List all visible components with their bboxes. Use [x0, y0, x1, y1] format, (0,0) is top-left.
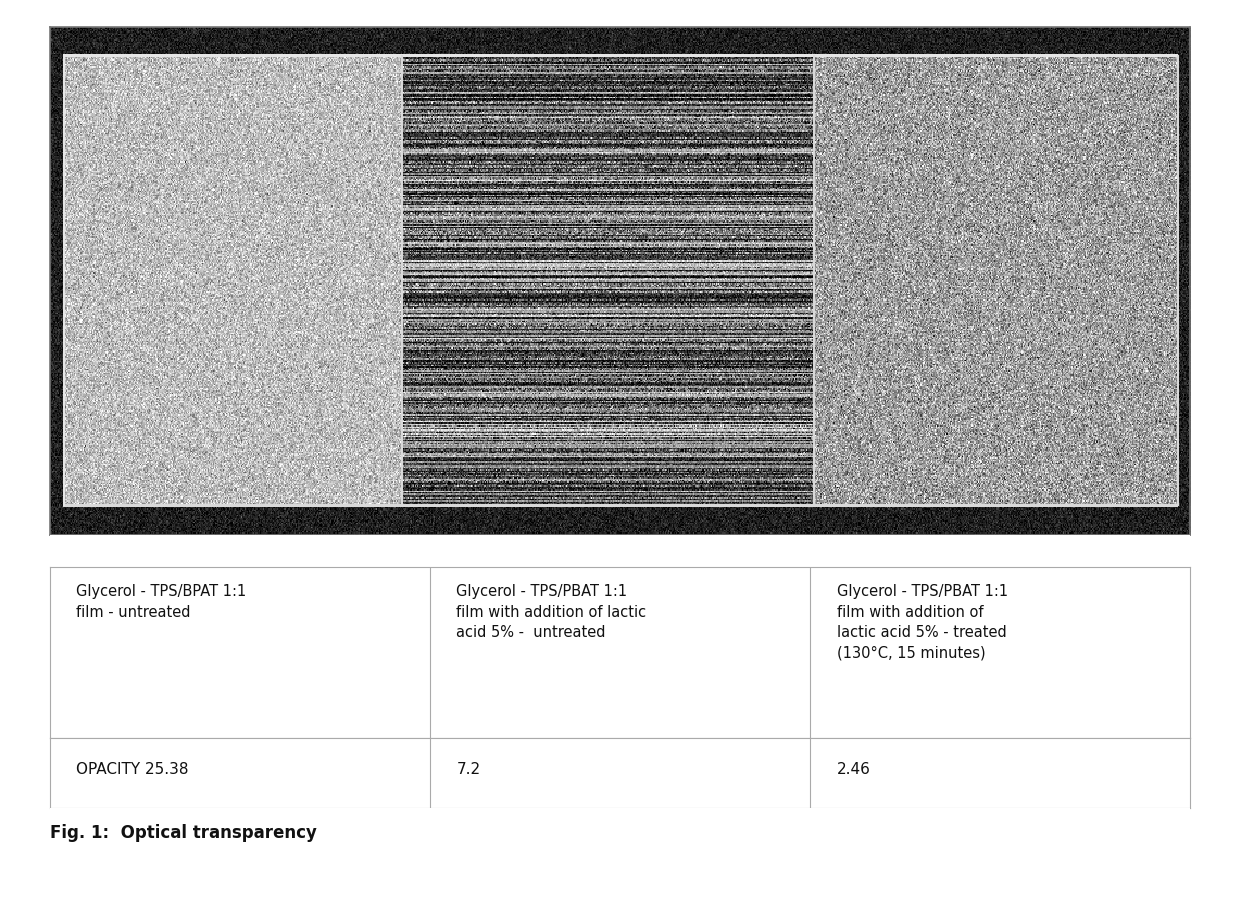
Text: 7.2: 7.2 [456, 762, 481, 777]
Text: Glycerol - TPS/PBAT 1:1
film with addition of
lactic acid 5% - treated
(130°C, 1: Glycerol - TPS/PBAT 1:1 film with additi… [837, 584, 1008, 661]
Text: Fig. 1:  Optical transparency: Fig. 1: Optical transparency [50, 823, 316, 841]
Text: Glycerol - TPS/PBAT 1:1
film with addition of lactic
acid 5% -  untreated: Glycerol - TPS/PBAT 1:1 film with additi… [456, 584, 646, 640]
Text: Glycerol - TPS/BPAT 1:1
film - untreated: Glycerol - TPS/BPAT 1:1 film - untreated [76, 584, 247, 619]
Text: 2.46: 2.46 [837, 762, 870, 777]
Text: OPACITY 25.38: OPACITY 25.38 [76, 762, 188, 777]
